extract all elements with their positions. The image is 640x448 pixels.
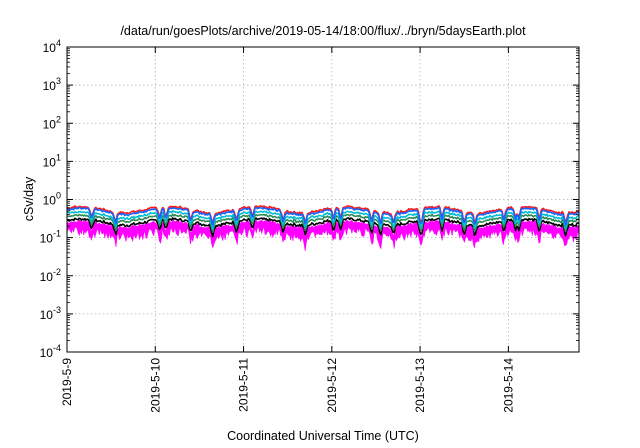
x-tick-label: 2019-5-13 bbox=[413, 358, 427, 413]
x-tick-label: 2019-5-14 bbox=[501, 358, 515, 413]
y-tick-label: 10-4 bbox=[40, 343, 61, 360]
y-tick-label: 10-1 bbox=[40, 229, 61, 246]
y-tick-label: 101 bbox=[43, 152, 61, 169]
y-tick-label: 103 bbox=[43, 76, 61, 93]
series-line bbox=[66, 217, 580, 238]
y-tick-label: 102 bbox=[43, 114, 61, 131]
x-tick-label: 2019-5-12 bbox=[325, 358, 339, 413]
series-line bbox=[66, 205, 580, 225]
y-tick-label: 100 bbox=[43, 191, 61, 208]
y-tick-label: 104 bbox=[43, 38, 61, 55]
y-axis-label: cSv/day bbox=[22, 176, 36, 221]
x-tick-label: 2019-5-9 bbox=[60, 358, 74, 406]
series-group bbox=[66, 205, 580, 252]
series-line bbox=[66, 210, 580, 230]
grid bbox=[67, 47, 579, 352]
series-line bbox=[66, 206, 580, 227]
chart-title: /data/run/goesPlots/archive/2019-05-14/1… bbox=[120, 24, 526, 38]
x-tick-label: 2019-5-11 bbox=[237, 358, 251, 412]
y-tick-label: 10-3 bbox=[40, 305, 61, 322]
x-tick-label: 2019-5-10 bbox=[148, 358, 162, 413]
x-ticks: 2019-5-9 2019-5-10 2019-5-11 2019-5-12 2019-… bbox=[60, 47, 515, 413]
x-axis-label: Coordinated Universal Time (UTC) bbox=[227, 429, 419, 443]
y-tick-label: 10-2 bbox=[40, 267, 61, 284]
y-ticks: 10-4 10-3 10-2 10-1 100 101 102 103 104 bbox=[40, 38, 579, 360]
series-line bbox=[66, 213, 580, 233]
